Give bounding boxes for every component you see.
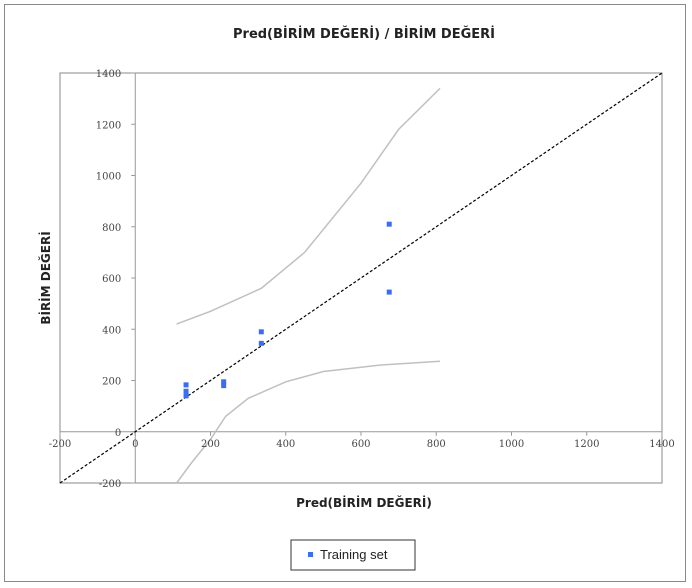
x-tick-label: 400 xyxy=(276,439,295,450)
lower-confidence-curve xyxy=(175,360,441,484)
y-tick-label: -200 xyxy=(99,479,121,490)
plot-area xyxy=(59,72,663,484)
x-tick-labels: -200 0 200 400 600 800 1000 1200 1400 xyxy=(49,439,675,450)
legend-label-training-set: Training set xyxy=(320,547,388,562)
legend-marker-training-set xyxy=(308,552,313,557)
y-tick-labels: -200 0 200 400 600 800 1000 1200 1400 xyxy=(96,69,121,490)
y-axis-title: BİRİM DEĞERİ xyxy=(38,231,53,324)
x-axis-title: Pred(BİRİM DEĞERİ) xyxy=(296,495,432,510)
x-tick-label: -200 xyxy=(49,439,71,450)
data-point xyxy=(183,393,189,399)
y-tick-label: 0 xyxy=(115,428,121,439)
data-point xyxy=(258,329,264,335)
x-tick-label: 1400 xyxy=(649,439,674,450)
chart-title: Pred(BİRİM DEĞERİ) / BİRİM DEĞERİ xyxy=(233,26,495,42)
legend: Training set xyxy=(290,539,416,571)
y-tick-label: 1400 xyxy=(96,69,121,80)
data-point xyxy=(221,379,227,385)
y-tick-label: 600 xyxy=(102,274,121,285)
upper-confidence-curve xyxy=(176,87,441,325)
chart-frame xyxy=(4,4,686,582)
x-tick-label: 1200 xyxy=(574,439,599,450)
data-point xyxy=(386,221,392,227)
y-tick-label: 400 xyxy=(102,325,121,336)
reference-line-group xyxy=(59,72,663,484)
confidence-bands xyxy=(175,87,441,484)
y-tick-label: 200 xyxy=(102,377,121,388)
x-tick-label: 600 xyxy=(351,439,370,450)
data-points xyxy=(183,221,392,399)
data-point xyxy=(258,340,264,346)
x-tick-label: 0 xyxy=(132,439,138,450)
data-point xyxy=(183,382,189,388)
axes-group xyxy=(59,72,663,484)
x-tick-label: 200 xyxy=(201,439,220,450)
data-point xyxy=(221,383,227,389)
y-tick-label: 1200 xyxy=(96,120,121,131)
data-point xyxy=(386,289,392,295)
y-tick-label: 1000 xyxy=(96,172,121,183)
reference-line xyxy=(59,72,663,484)
data-point xyxy=(183,388,189,394)
x-tick-label: 800 xyxy=(427,439,446,450)
x-tick-label: 1000 xyxy=(499,439,524,450)
y-tick-label: 800 xyxy=(102,223,121,234)
